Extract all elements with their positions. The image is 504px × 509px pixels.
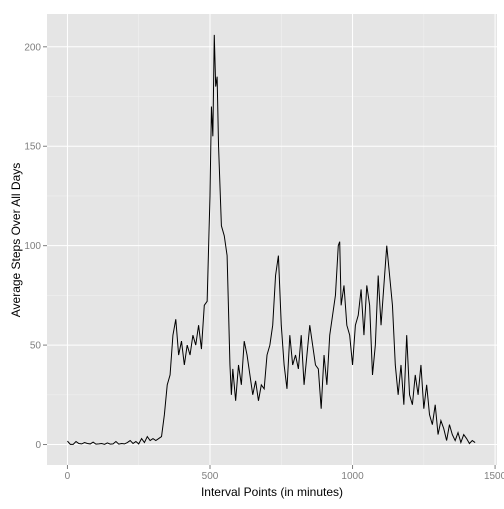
x-tick-label: 1000 [341,471,364,482]
y-tick-label: 0 [35,440,41,451]
line [67,34,476,445]
x-axis-label: Interval Points (in minutes) [201,485,343,499]
y-axis-label: Average Steps Over All Days [9,163,23,318]
x-tick-label: 500 [202,471,219,482]
panel [47,14,497,465]
y-tick-label: 50 [30,341,42,352]
y-tick-label: 200 [24,42,41,53]
y-tick-label: 100 [24,241,41,252]
x-tick-label: 1500 [484,471,504,482]
y-tick-label: 150 [24,142,41,153]
x-tick-label: 0 [65,471,71,482]
